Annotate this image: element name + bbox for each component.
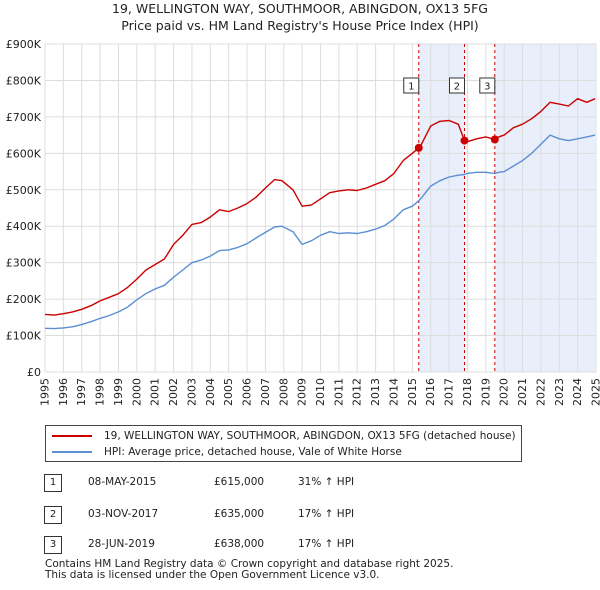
transaction-date: 08-MAY-2015	[88, 476, 157, 488]
chart-subtitle: Price paid vs. HM Land Registry's House …	[121, 18, 479, 33]
transaction-number: 1	[44, 474, 62, 492]
legend-label-hpi: HPI: Average price, detached house, Vale…	[104, 446, 402, 458]
x-tick-label: 2017	[443, 378, 456, 406]
transaction-date: 03-NOV-2017	[88, 508, 159, 520]
transaction-price: £635,000	[214, 508, 265, 520]
x-tick-label: 1998	[94, 378, 107, 406]
x-tick-label: 2022	[534, 378, 547, 406]
y-tick-label: £500K	[6, 184, 42, 197]
y-tick-label: £900K	[6, 38, 42, 51]
transaction-marker-label: 1	[408, 82, 414, 93]
x-tick-label: 2015	[406, 378, 419, 406]
price-chart: 1 2 3 £0 £100K £200K £300K £400K £500K £600K £700…	[6, 38, 600, 406]
transaction-number: 3	[44, 536, 62, 554]
y-tick-label: £100K	[6, 330, 42, 343]
x-tick-label: 2000	[130, 378, 143, 406]
chart-legend: 19, WELLINGTON WAY, SOUTHMOOR, ABINGDON,…	[45, 425, 522, 462]
transaction-marker-box	[479, 77, 496, 94]
x-tick-label: 1997	[75, 378, 88, 406]
legend-item-hpi: HPI: Average price, detached house, Vale…	[52, 444, 402, 460]
transaction-marker-box	[448, 77, 465, 94]
y-tick-label: £800K	[6, 74, 42, 87]
x-tick-label: 2004	[204, 378, 217, 406]
x-tick-label: 2021	[516, 378, 529, 406]
x-tick-label: 2023	[553, 378, 566, 406]
shaded-range	[494, 44, 596, 372]
transaction-hpi-diff: 31% ↑ HPI	[298, 476, 355, 488]
shaded-range	[418, 44, 465, 372]
y-tick-label: £200K	[6, 293, 42, 306]
x-tick-label: 2001	[149, 378, 162, 406]
transaction-hpi-diff: 17% ↑ HPI	[298, 508, 355, 520]
chart-title: 19, WELLINGTON WAY, SOUTHMOOR, ABINGDON,…	[112, 1, 488, 16]
hpi-line	[44, 134, 596, 330]
x-tick-label: 1999	[112, 378, 125, 406]
transaction-marker-label: 3	[484, 82, 490, 93]
footer-line-copyright: Contains HM Land Registry data © Crown c…	[45, 558, 454, 570]
transaction-hpi-diff: 17% ↑ HPI	[298, 538, 355, 550]
transaction-marker-label: 2	[454, 82, 460, 93]
x-tick-label: 2020	[498, 378, 511, 406]
x-tick-label: 2011	[332, 378, 345, 406]
transaction-date: 28-JUN-2019	[88, 538, 155, 550]
legend-swatch-hpi	[52, 451, 92, 453]
x-tick-label: 1995	[39, 378, 52, 406]
x-tick-label: 2012	[351, 378, 364, 406]
x-tick-label: 2024	[571, 378, 584, 406]
transaction-price: £638,000	[214, 538, 265, 550]
footer-note: Contains HM Land Registry data © Crown c…	[45, 559, 453, 581]
transaction-point	[414, 143, 423, 152]
footer-line-licence: This data is licensed under the Open Gov…	[45, 569, 380, 581]
x-tick-label: 2019	[479, 378, 492, 406]
transaction-point	[460, 136, 469, 145]
x-tick-label: 2002	[167, 378, 180, 406]
x-tick-label: 1996	[57, 378, 70, 406]
x-tick-label: 2008	[277, 378, 290, 406]
transaction-price: £615,000	[214, 476, 265, 488]
x-tick-label: 2010	[314, 378, 327, 406]
x-tick-label: 2016	[424, 378, 437, 406]
x-tick-label: 2003	[185, 378, 198, 406]
x-tick-label: 2018	[461, 378, 474, 406]
transaction-number: 2	[44, 506, 62, 524]
x-tick-label: 2009	[296, 378, 309, 406]
x-tick-label: 2005	[222, 378, 235, 406]
x-tick-label: 2006	[241, 378, 254, 406]
x-tick-label: 2025	[590, 378, 600, 406]
y-tick-label: £300K	[6, 257, 42, 270]
x-tick-label: 2013	[369, 378, 382, 406]
x-tick-label: 2014	[387, 378, 400, 406]
transaction-marker-box	[403, 77, 420, 94]
y-tick-label: £600K	[6, 147, 42, 160]
y-tick-label: £700K	[6, 111, 42, 124]
legend-item-property: 19, WELLINGTON WAY, SOUTHMOOR, ABINGDON,…	[52, 428, 516, 444]
y-tick-label: £400K	[6, 220, 42, 233]
transaction-point	[490, 135, 499, 144]
legend-swatch-property	[52, 435, 92, 437]
legend-label-property: 19, WELLINGTON WAY, SOUTHMOOR, ABINGDON,…	[104, 430, 516, 442]
property-price-line	[44, 98, 596, 316]
y-tick-label: £0	[27, 366, 41, 379]
x-tick-label: 2007	[259, 378, 272, 406]
